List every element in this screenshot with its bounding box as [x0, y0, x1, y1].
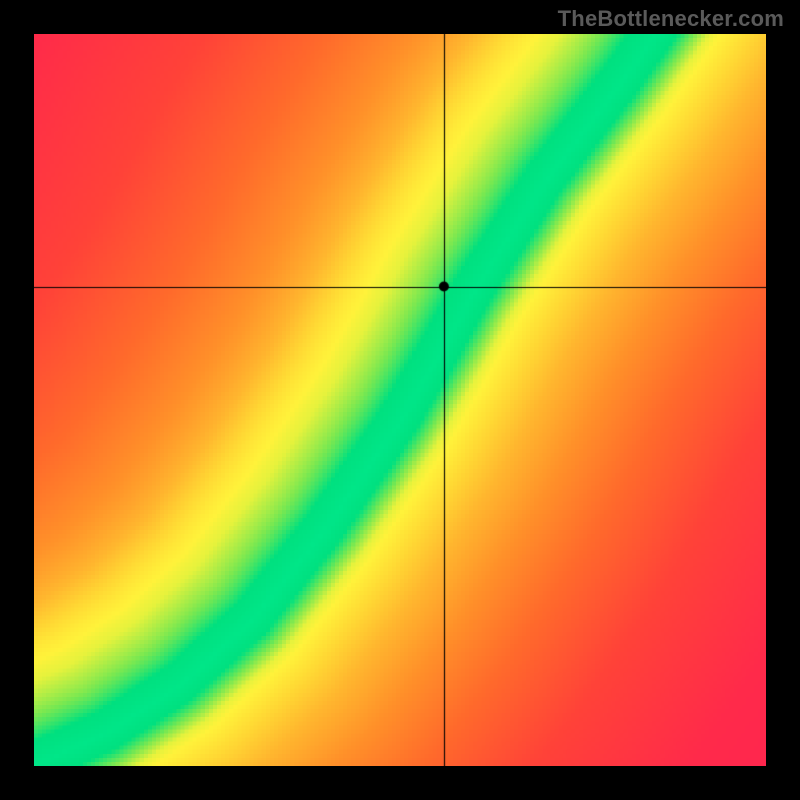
crosshair-overlay	[34, 34, 766, 766]
watermark-text: TheBottlenecker.com	[558, 6, 784, 32]
chart-container: TheBottlenecker.com	[0, 0, 800, 800]
